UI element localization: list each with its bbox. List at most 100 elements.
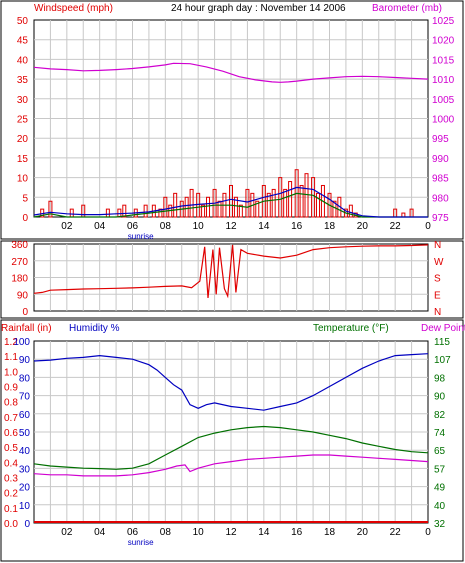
direction-compass-tick-label: N <box>434 307 441 318</box>
windspeed-tick-label: 30 <box>17 95 29 106</box>
humidity-tick-label: 60 <box>19 410 31 421</box>
hour-tick-label: 06 <box>127 527 139 538</box>
windspeed-tick-label: 5 <box>22 193 28 204</box>
hour-tick-label: 20 <box>357 221 369 232</box>
hour-tick-label: 04 <box>94 221 106 232</box>
rainfall-tick-label: 0.9 <box>4 383 18 394</box>
windspeed-tick-label: 25 <box>17 115 29 126</box>
gust-bar <box>320 184 325 218</box>
rainfall-tick-label: 0.3 <box>4 474 18 485</box>
barometer-tick-label: 985 <box>432 174 449 185</box>
temperature-tick-label: 32 <box>434 519 446 530</box>
temperature-tick-label: 57 <box>434 464 446 475</box>
direction-compass-tick-label: W <box>434 257 444 268</box>
gust-bar <box>304 173 309 218</box>
gust-bar <box>245 188 250 218</box>
dewpoint-axis-label: Dew Point <box>421 323 465 334</box>
rainfall-tick-label: 0.1 <box>4 504 18 515</box>
windspeed-tick-label: 20 <box>17 134 29 145</box>
windspeed-tick-label: 15 <box>17 154 29 165</box>
hour-tick-label: 12 <box>225 221 237 232</box>
hour-tick-label: 04 <box>94 527 106 538</box>
direction-frame <box>0 240 464 319</box>
gust-bar <box>348 204 353 218</box>
gust-bar <box>238 204 243 218</box>
hour-tick-label: 10 <box>193 221 205 232</box>
temperature-tick-label: 82 <box>434 410 446 421</box>
rainfall-tick-label: 0.8 <box>4 398 18 409</box>
barometer-tick-label: 995 <box>432 134 449 145</box>
hour-tick-label: 14 <box>258 527 270 538</box>
direction-degree-tick-label: 180 <box>11 274 28 285</box>
gust-bar <box>184 196 189 218</box>
gust-bar <box>163 196 168 218</box>
temperature-tick-label: 65 <box>434 446 446 457</box>
wind-direction-line <box>33 244 429 299</box>
gust-bar <box>299 184 304 218</box>
temperature-tick-label: 90 <box>434 392 446 403</box>
gust-bar <box>266 192 271 218</box>
hour-tick-label: 08 <box>160 527 172 538</box>
hour-tick-label: 02 <box>61 527 73 538</box>
barometer-tick-label: 1020 <box>432 36 455 47</box>
gust-bar <box>217 200 222 218</box>
barometer-axis-label: Barometer (mb) <box>372 3 442 14</box>
hour-tick-label: 18 <box>324 527 336 538</box>
temperature-tick-label: 74 <box>434 428 446 439</box>
hour-tick-label: 06 <box>127 221 139 232</box>
direction-compass-tick-label: N <box>434 240 441 251</box>
rainfall-tick-label: 0.7 <box>4 413 18 424</box>
gust-bar <box>122 204 127 218</box>
direction-compass-tick-label: S <box>434 274 441 285</box>
rainfall-tick-label: 1.2 <box>4 337 18 348</box>
gust-bar <box>316 192 321 218</box>
direction-degree-tick-label: 90 <box>17 290 29 301</box>
hour-tick-label: 02 <box>61 221 73 232</box>
hour-tick-label: 08 <box>160 221 172 232</box>
barometer-tick-label: 1010 <box>432 75 455 86</box>
windspeed-tick-label: 35 <box>17 75 29 86</box>
humidity-tick-label: 80 <box>19 373 31 384</box>
grid-layer <box>33 19 429 524</box>
direction-degree-tick-label: 360 <box>11 240 28 251</box>
min-wind-line <box>33 192 428 218</box>
hour-tick-label: 0 <box>425 527 431 538</box>
humidity-tick-label: 10 <box>19 501 31 512</box>
hour-tick-label: 16 <box>291 527 303 538</box>
hour-tick-label: 18 <box>324 221 336 232</box>
rainfall-tick-label: 0.2 <box>4 489 18 500</box>
rainfall-tick-label: 0.4 <box>4 458 18 469</box>
climate-frame <box>0 319 464 562</box>
barometer-tick-label: 1005 <box>432 95 455 106</box>
temperature-tick-label: 107 <box>434 355 451 366</box>
gust-bar <box>206 196 211 218</box>
humidity-line <box>33 353 429 411</box>
gust-bar <box>229 184 233 218</box>
wind-frame <box>0 0 464 240</box>
sunrise-label: sunrise <box>128 232 154 241</box>
gust-bar <box>332 200 337 218</box>
windspeed-tick-label: 10 <box>17 174 29 185</box>
gust-bar <box>143 204 148 218</box>
gust-bar <box>189 188 194 218</box>
gust-bar <box>311 177 316 218</box>
windspeed-axis-label: Windspeed (mph) <box>34 3 113 14</box>
humidity-tick-label: 30 <box>19 464 31 475</box>
chart-title: 24 hour graph day : November 14 2006 <box>171 3 346 14</box>
hour-tick-label: 22 <box>390 527 402 538</box>
temperature-tick-label: 98 <box>434 373 446 384</box>
humidity-tick-label: 50 <box>19 428 31 439</box>
hour-tick-label: 20 <box>357 527 369 538</box>
rainfall-axis-label: Rainfall (in) <box>1 323 52 334</box>
avg-wind-line <box>33 186 428 218</box>
direction-degree-tick-label: 0 <box>22 307 28 318</box>
gust-bar <box>327 192 332 218</box>
axes-layer: 0510152025303540455097598098599099510001… <box>4 16 455 547</box>
rainfall-tick-label: 1.1 <box>4 352 18 363</box>
barometer-tick-label: 1015 <box>432 55 455 66</box>
direction-compass-tick-label: E <box>434 290 441 301</box>
rainfall-tick-label: 0.0 <box>4 519 18 530</box>
